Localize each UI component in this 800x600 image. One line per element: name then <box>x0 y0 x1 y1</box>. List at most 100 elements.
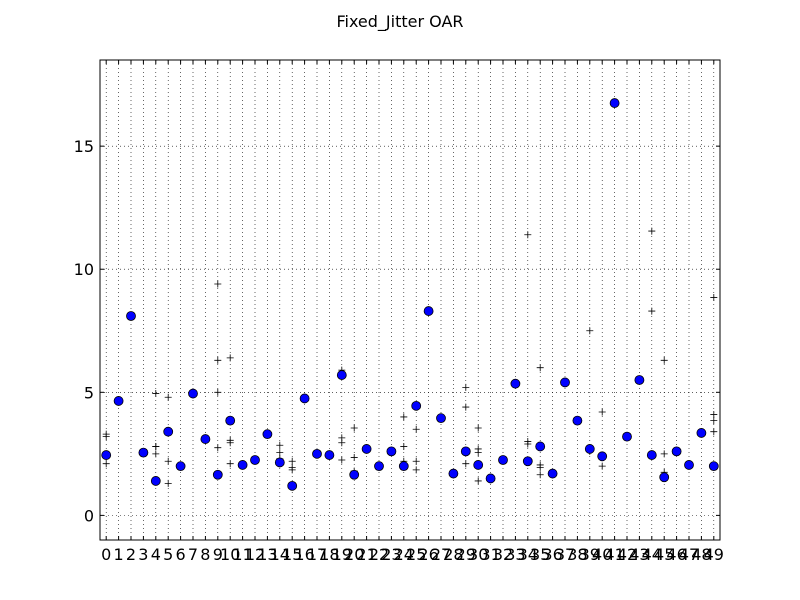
circle-marker <box>684 460 694 470</box>
plus-marker <box>660 356 668 364</box>
circle-marker <box>336 370 347 380</box>
plus-marker <box>710 417 718 425</box>
plus-marker <box>102 433 110 441</box>
plus-marker <box>350 424 358 432</box>
plus-marker <box>338 456 346 464</box>
x-tick-label: 30 <box>468 545 488 564</box>
x-tick-label: 32 <box>493 545 513 564</box>
circle-marker <box>374 461 384 472</box>
x-tick-label: 5 <box>163 545 173 564</box>
grid-lines <box>100 60 720 540</box>
plus-marker <box>660 450 668 458</box>
plus-marker <box>276 449 284 457</box>
x-tick-label: 13 <box>257 545 277 564</box>
x-tick-label: 40 <box>592 545 612 564</box>
x-tick-label: 39 <box>580 545 600 564</box>
plus-marker <box>152 450 160 458</box>
x-tick-label: 23 <box>381 545 401 564</box>
x-tick-label: 4 <box>151 545 161 564</box>
x-tick-label: 22 <box>369 545 389 564</box>
chart-title: Fixed_Jitter OAR <box>336 12 463 32</box>
x-tick-label: 1 <box>114 545 124 564</box>
circle-marker <box>634 375 645 385</box>
plus-marker <box>400 413 408 421</box>
plus-marker <box>462 460 470 468</box>
plus-marker <box>214 356 222 364</box>
x-tick-label: 41 <box>604 545 624 564</box>
plus-marker <box>648 227 656 235</box>
x-tick-label: 31 <box>480 545 500 564</box>
circle-marker <box>423 306 434 316</box>
x-tick-label: 36 <box>542 545 562 564</box>
x-tick-label: 38 <box>567 545 587 564</box>
circle-marker <box>287 480 298 491</box>
circle-marker <box>411 400 422 411</box>
x-tick-label: 49 <box>704 545 724 564</box>
x-tick-label: 33 <box>505 545 525 564</box>
plus-marker <box>412 466 420 474</box>
plus-marker <box>214 388 222 396</box>
plus-marker <box>536 364 544 372</box>
circle-marker <box>622 431 632 442</box>
x-tick-label: 29 <box>456 545 476 564</box>
circle-marker <box>163 426 174 437</box>
circle-marker <box>274 457 285 468</box>
x-tick-label: 20 <box>344 545 364 564</box>
x-tick-label: 0 <box>101 545 111 564</box>
circle-marker <box>138 447 149 458</box>
circle-marker <box>646 450 657 460</box>
plus-marker <box>524 440 532 448</box>
plus-marker <box>710 428 718 436</box>
circle-marker <box>485 473 496 484</box>
plus-marker <box>164 393 172 401</box>
x-tick-label: 10 <box>220 545 240 564</box>
x-tick-label: 24 <box>394 545 414 564</box>
plus-marker <box>350 454 358 462</box>
circle-marker <box>299 393 310 404</box>
circle-marker <box>609 98 620 108</box>
plus-marker <box>276 441 284 449</box>
circle-marker <box>560 377 570 388</box>
x-tick-label: 7 <box>188 545 198 564</box>
x-tick-label: 43 <box>629 545 649 564</box>
plus-marker <box>164 457 172 465</box>
circle-marker <box>448 468 459 479</box>
x-tick-label: 9 <box>213 545 223 564</box>
x-tick-label: 42 <box>617 545 637 564</box>
circle-marker <box>349 469 360 480</box>
circle-marker <box>398 461 409 472</box>
circle-marker <box>250 455 260 465</box>
circle-marker <box>696 428 707 438</box>
circle-marker <box>312 448 322 459</box>
plus-markers <box>102 227 718 487</box>
plus-marker <box>474 424 482 432</box>
plus-marker <box>474 477 482 485</box>
plus-marker <box>586 327 594 335</box>
x-tick-label: 11 <box>232 545 252 564</box>
circle-marker <box>547 468 558 479</box>
plus-marker <box>412 457 420 465</box>
y-tick-label: 0 <box>84 506 94 525</box>
circle-marker <box>113 396 124 406</box>
x-tick-label: 28 <box>443 545 463 564</box>
circle-marker <box>101 450 112 460</box>
x-tick-label: 25 <box>406 545 426 564</box>
x-tick-label: 35 <box>530 545 550 564</box>
plus-marker <box>648 307 656 315</box>
x-tick-label: 18 <box>319 545 339 564</box>
plus-marker <box>474 449 482 457</box>
x-tick-labels: 0 1 2 3 4 5 6 7 8 9101112131415161718192021222324… <box>101 545 724 564</box>
x-tick-label: 46 <box>666 545 686 564</box>
circle-marker <box>200 434 211 444</box>
y-tick-label: 10 <box>74 260 94 279</box>
plus-marker <box>710 410 718 418</box>
circle-markers <box>101 98 719 491</box>
x-tick-label: 17 <box>307 545 327 564</box>
circle-marker <box>522 456 533 467</box>
circle-marker <box>436 413 446 424</box>
x-tick-label: 21 <box>356 545 376 564</box>
circle-marker <box>237 460 248 470</box>
x-tick-label: 47 <box>679 545 699 564</box>
plus-marker <box>524 231 532 239</box>
